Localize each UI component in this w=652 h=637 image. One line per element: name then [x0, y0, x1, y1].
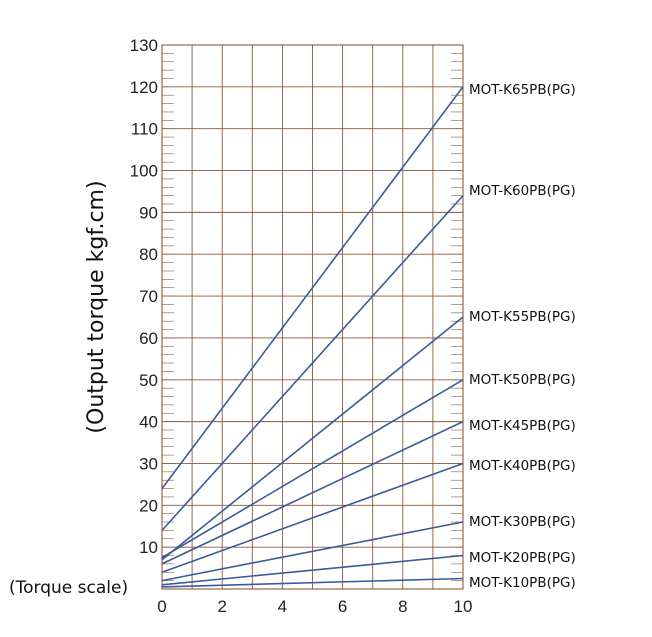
y-tick-label: 100 [130, 162, 158, 181]
x-tick-label: 4 [278, 597, 287, 616]
series-line [161, 420, 464, 565]
x-tick-label: 8 [398, 597, 407, 616]
series-line [161, 462, 464, 574]
y-tick-label: 70 [139, 287, 158, 306]
y-tick-label: 90 [139, 203, 158, 222]
series-label: MOT-K45PB(PG) [469, 418, 576, 434]
series-label: MOT-K50PB(PG) [469, 372, 576, 388]
series-label: MOT-K10PB(PG) [469, 575, 576, 591]
x-tick-label: 0 [157, 597, 166, 616]
y-tick-label: 110 [131, 120, 158, 139]
series-line [161, 195, 464, 531]
series-label: MOT-K40PB(PG) [469, 458, 576, 474]
series-label: MOT-K20PB(PG) [469, 550, 576, 566]
series-label: MOT-K55PB(PG) [469, 309, 576, 325]
x-axis-title: (Torque scale) [9, 578, 128, 598]
x-tick-label: 10 [454, 597, 473, 616]
x-tick-label: 2 [217, 597, 226, 616]
y-tick-label: 80 [139, 245, 158, 264]
series-label: MOT-K60PB(PG) [469, 183, 576, 199]
y-axis-title: (Output torque kgf.cm) [84, 180, 109, 433]
series-line [161, 379, 464, 559]
series-line [161, 316, 464, 561]
series-label: MOT-K30PB(PG) [469, 514, 576, 530]
y-tick-label: 20 [139, 496, 158, 515]
y-tick-label: 30 [139, 454, 158, 473]
y-tick-label: 60 [139, 329, 158, 348]
y-tick-label: 130 [130, 36, 158, 55]
y-tick-label: 10 [139, 538, 158, 557]
y-tick-label: 40 [139, 413, 158, 432]
series-line [161, 577, 464, 588]
series-labels: MOT-K65PB(PG) MOT-K60PB(PG) MOT-K55PB(PG) M… [469, 82, 576, 591]
y-tick-label: 120 [130, 78, 158, 97]
series-label: MOT-K65PB(PG) [469, 82, 576, 98]
x-tick-label: 6 [338, 597, 347, 616]
series-line [161, 554, 464, 586]
series-line [161, 86, 464, 490]
series-lines [161, 86, 464, 588]
chart-grid [161, 44, 464, 590]
x-tick-labels: 0 2 4 6 8 10 [157, 597, 472, 616]
series-line [161, 521, 464, 582]
y-tick-label: 50 [139, 371, 158, 390]
y-tick-labels: 10 20 30 40 50 60 70 80 90 100 110 120 130 [130, 36, 158, 557]
